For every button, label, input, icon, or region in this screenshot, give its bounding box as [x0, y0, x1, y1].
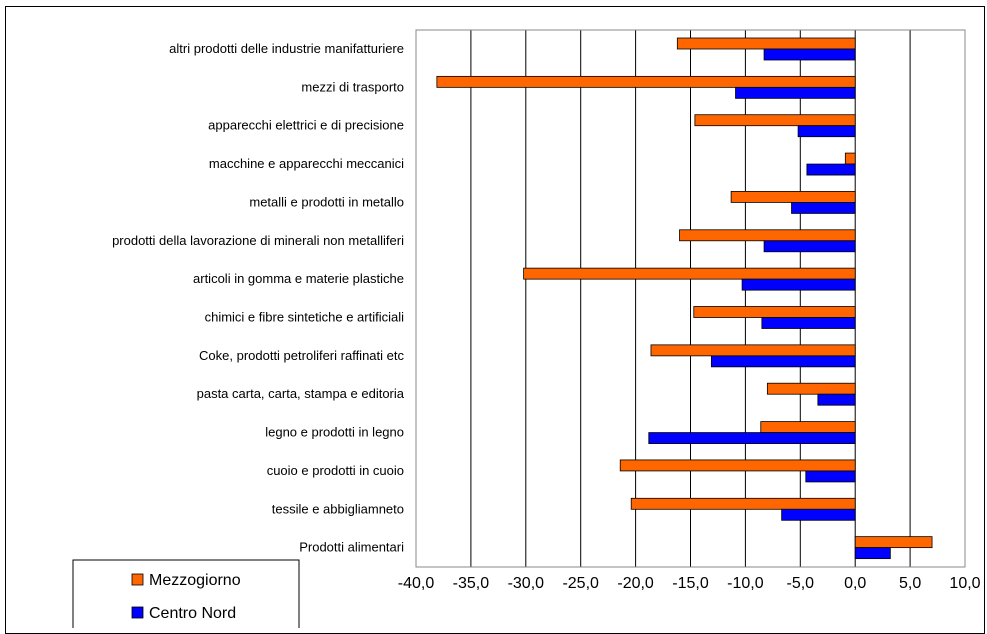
x-tick-label: 0,0 [844, 575, 866, 592]
bar-centro-nord [805, 470, 856, 483]
category-label: cuoio e prodotti in cuoio [267, 463, 404, 478]
legend-box [72, 559, 300, 628]
x-tick-label: -30,0 [508, 575, 545, 592]
x-tick-labels: -40,0 -35,0 -30,0 -25,0 -20,0 -15,0 -10,0 -5,0 0… [398, 575, 981, 592]
legend-swatch [131, 606, 144, 619]
bar-centro-nord [763, 48, 856, 61]
x-tick-label: -10,0 [727, 575, 764, 592]
bar-centro-nord [806, 163, 856, 176]
legend-swatch [131, 573, 144, 586]
legend: Mezzogiorno Centro Nord [72, 559, 300, 628]
bar-mezzogiorno [730, 191, 856, 203]
bar-mezzogiorno [760, 421, 856, 433]
category-label: metalli e prodotti in metallo [249, 194, 404, 209]
x-tick-label: -35,0 [453, 575, 490, 592]
bar-mezzogiorno [679, 229, 856, 242]
bar-mezzogiorno [693, 306, 856, 318]
bar-mezzogiorno [630, 497, 856, 510]
x-tick-label: 10,0 [949, 575, 980, 592]
bar-mezzogiorno [650, 344, 856, 357]
bar-mezzogiorno [766, 382, 856, 395]
bar-mezzogiorno [694, 114, 856, 127]
category-label: chimici e fibre sintetiche e artificiali [205, 310, 405, 325]
bar-centro-nord [763, 240, 856, 253]
x-tick-label: -20,0 [617, 575, 654, 592]
legend-label: Centro Nord [149, 605, 236, 622]
category-label: pasta carta, carta, stampa e editoria [197, 386, 405, 401]
category-label: altri prodotti delle industrie manifattu… [169, 41, 404, 56]
category-labels: altri prodotti delle industrie manifattu… [112, 41, 405, 555]
bar-centro-nord [710, 355, 856, 368]
legend-label: Mezzogiorno [149, 572, 241, 589]
category-label: prodotti della lavorazione di minerali n… [112, 233, 404, 248]
bar-mezzogiorno [676, 37, 856, 50]
x-tick-label: -15,0 [672, 575, 709, 592]
bar-centro-nord [817, 393, 856, 406]
category-label: mezzi di trasporto [301, 79, 404, 94]
bar-centro-nord [854, 547, 891, 560]
plot-area [415, 29, 966, 568]
bar-mezzogiorno [619, 459, 856, 472]
bar-mezzogiorno [436, 75, 856, 88]
x-tick-label: 5,0 [899, 575, 921, 592]
category-label: tessile e abbigliamneto [272, 501, 404, 516]
x-tick-label: -5,0 [787, 575, 815, 592]
category-label: Coke, prodotti petroliferi raffinati etc [199, 348, 404, 363]
bar-centro-nord [781, 508, 856, 521]
bar-mezzogiorno [844, 152, 856, 165]
gridlines [415, 30, 966, 567]
bar-centro-nord [648, 432, 856, 444]
bar-centro-nord [735, 86, 856, 99]
bar-centro-nord [791, 202, 856, 214]
bar-centro-nord [761, 317, 856, 329]
category-label: apparecchi elettrici e di precisione [208, 118, 404, 133]
category-label: Prodotti alimentari [299, 540, 404, 555]
bar-centro-nord [797, 125, 856, 138]
x-tick-label: -25,0 [562, 575, 599, 592]
bar-centro-nord [741, 278, 856, 291]
bar-mezzogiorno [854, 536, 933, 549]
category-label: macchine e apparecchi meccanici [209, 156, 404, 171]
bars [436, 37, 933, 560]
x-tick-label: -40,0 [398, 575, 435, 592]
category-label: legno e prodotti in legno [265, 425, 404, 440]
category-label: articoli in gomma e materie plastiche [193, 271, 404, 286]
bar-mezzogiorno [523, 267, 856, 280]
